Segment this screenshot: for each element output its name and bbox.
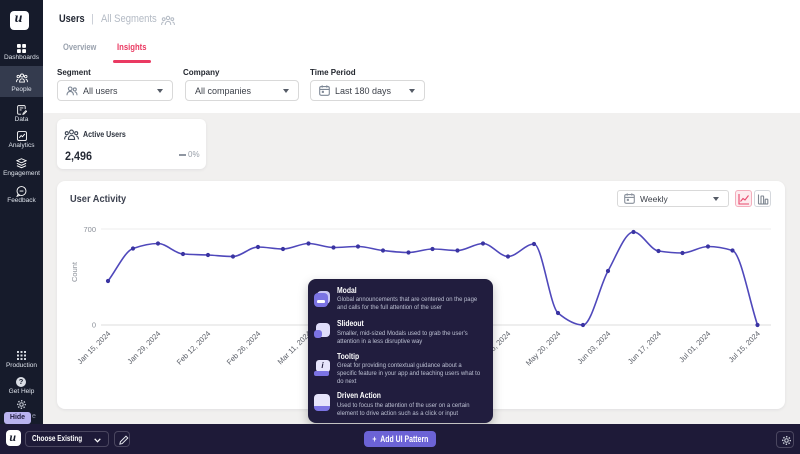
svg-text:Jul 01, 2024: Jul 01, 2024 (677, 329, 712, 364)
svg-text:Jan 15, 2024: Jan 15, 2024 (75, 329, 112, 366)
svg-text:May 20, 2024: May 20, 2024 (524, 329, 563, 368)
svg-text:Count: Count (70, 261, 79, 282)
svg-text:700: 700 (83, 225, 96, 234)
svg-text:0: 0 (92, 321, 96, 330)
svg-text:Jun 03, 2024: Jun 03, 2024 (575, 329, 612, 366)
svg-text:Jan 29, 2024: Jan 29, 2024 (125, 329, 162, 366)
svg-text:Feb 26, 2024: Feb 26, 2024 (225, 329, 263, 367)
svg-text:Jun 17, 2024: Jun 17, 2024 (626, 329, 663, 366)
svg-text:Jul 15, 2024: Jul 15, 2024 (727, 329, 762, 364)
svg-text:Feb 12, 2024: Feb 12, 2024 (175, 329, 213, 367)
